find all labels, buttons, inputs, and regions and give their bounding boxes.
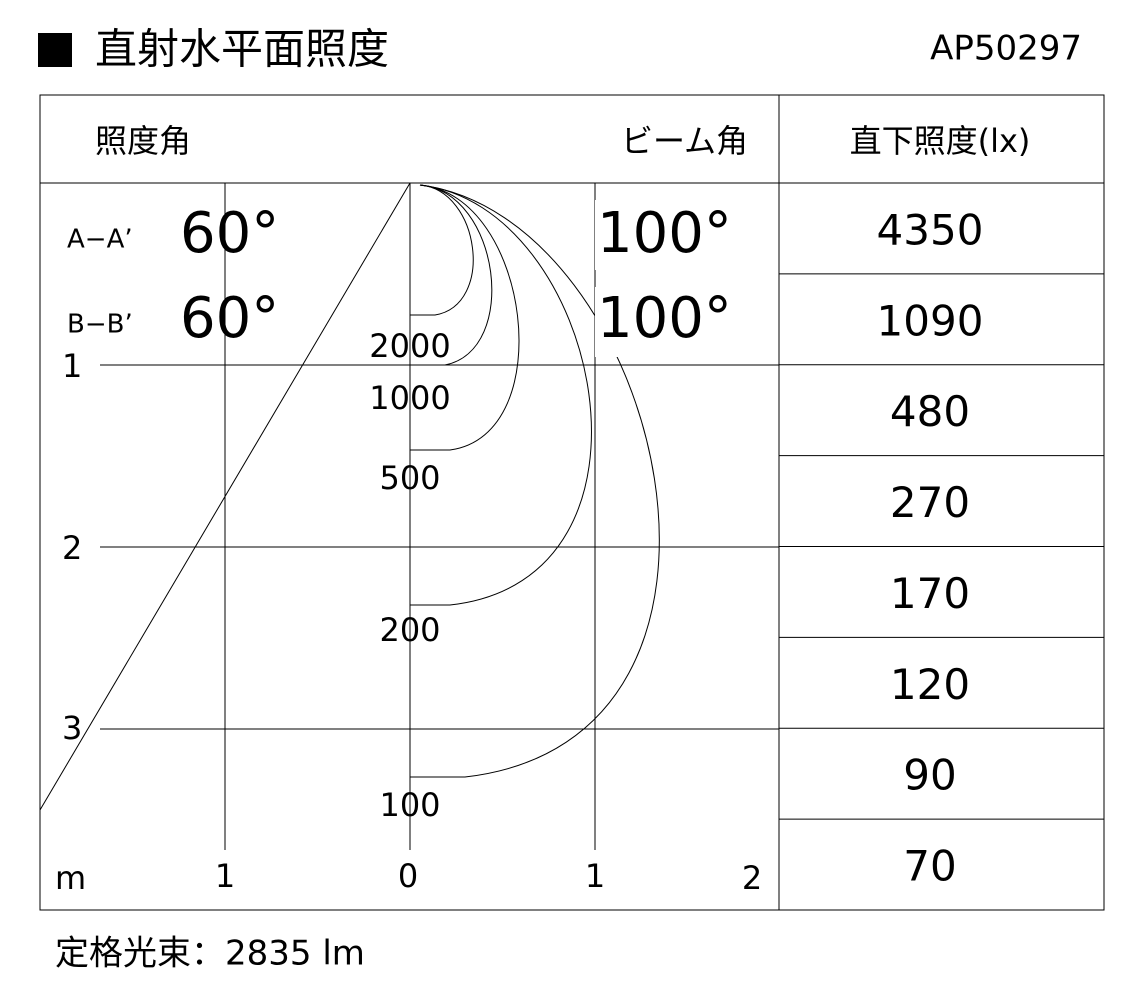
lux-table: 4350 1090 480 270 170 120 90 70 (779, 205, 1104, 891)
contour-label: 1000 (369, 379, 450, 417)
lux-value: 4350 (877, 205, 984, 254)
beam-angle: 100° (597, 286, 732, 351)
contour-label: 100 (379, 786, 440, 824)
unit-label: m (55, 859, 86, 897)
lux-header: 直下照度(lx) (850, 122, 1031, 160)
contour-label: 500 (379, 459, 440, 497)
y-label: 1 (62, 347, 82, 385)
lux-value: 270 (890, 478, 970, 527)
illuminance-angle: 60° (180, 201, 279, 266)
footer-lumen: 定格光束：2835 lm (55, 934, 365, 974)
x-label: 2 (742, 859, 762, 897)
lux-value: 120 (890, 660, 970, 709)
frame (39, 94, 1105, 911)
beam-angle: 100° (597, 201, 732, 266)
lux-value: 480 (890, 387, 970, 436)
x-label: 1 (215, 857, 235, 895)
illuminance-angle: 60° (180, 286, 279, 351)
lux-value: 1090 (877, 296, 984, 345)
row-label: A−A’ (67, 225, 133, 255)
isolux-curves (410, 184, 660, 778)
row-label: B−B’ (67, 310, 133, 340)
angle-header: 照度角 (95, 122, 191, 160)
contour-label: 2000 (369, 327, 450, 365)
contour-label: 200 (379, 611, 440, 649)
grid (39, 182, 779, 850)
title-bullet (38, 33, 72, 67)
lux-value: 170 (890, 569, 970, 618)
title: 直射水平面照度 (95, 25, 389, 74)
x-label: 1 (585, 857, 605, 895)
model-number: AP50297 (930, 29, 1082, 69)
x-label: 0 (398, 857, 418, 895)
lux-value: 70 (903, 842, 956, 891)
y-label: 2 (62, 529, 82, 567)
y-label: 3 (62, 709, 82, 747)
lux-value: 90 (903, 751, 956, 800)
beam-header: ビーム角 (621, 122, 748, 160)
